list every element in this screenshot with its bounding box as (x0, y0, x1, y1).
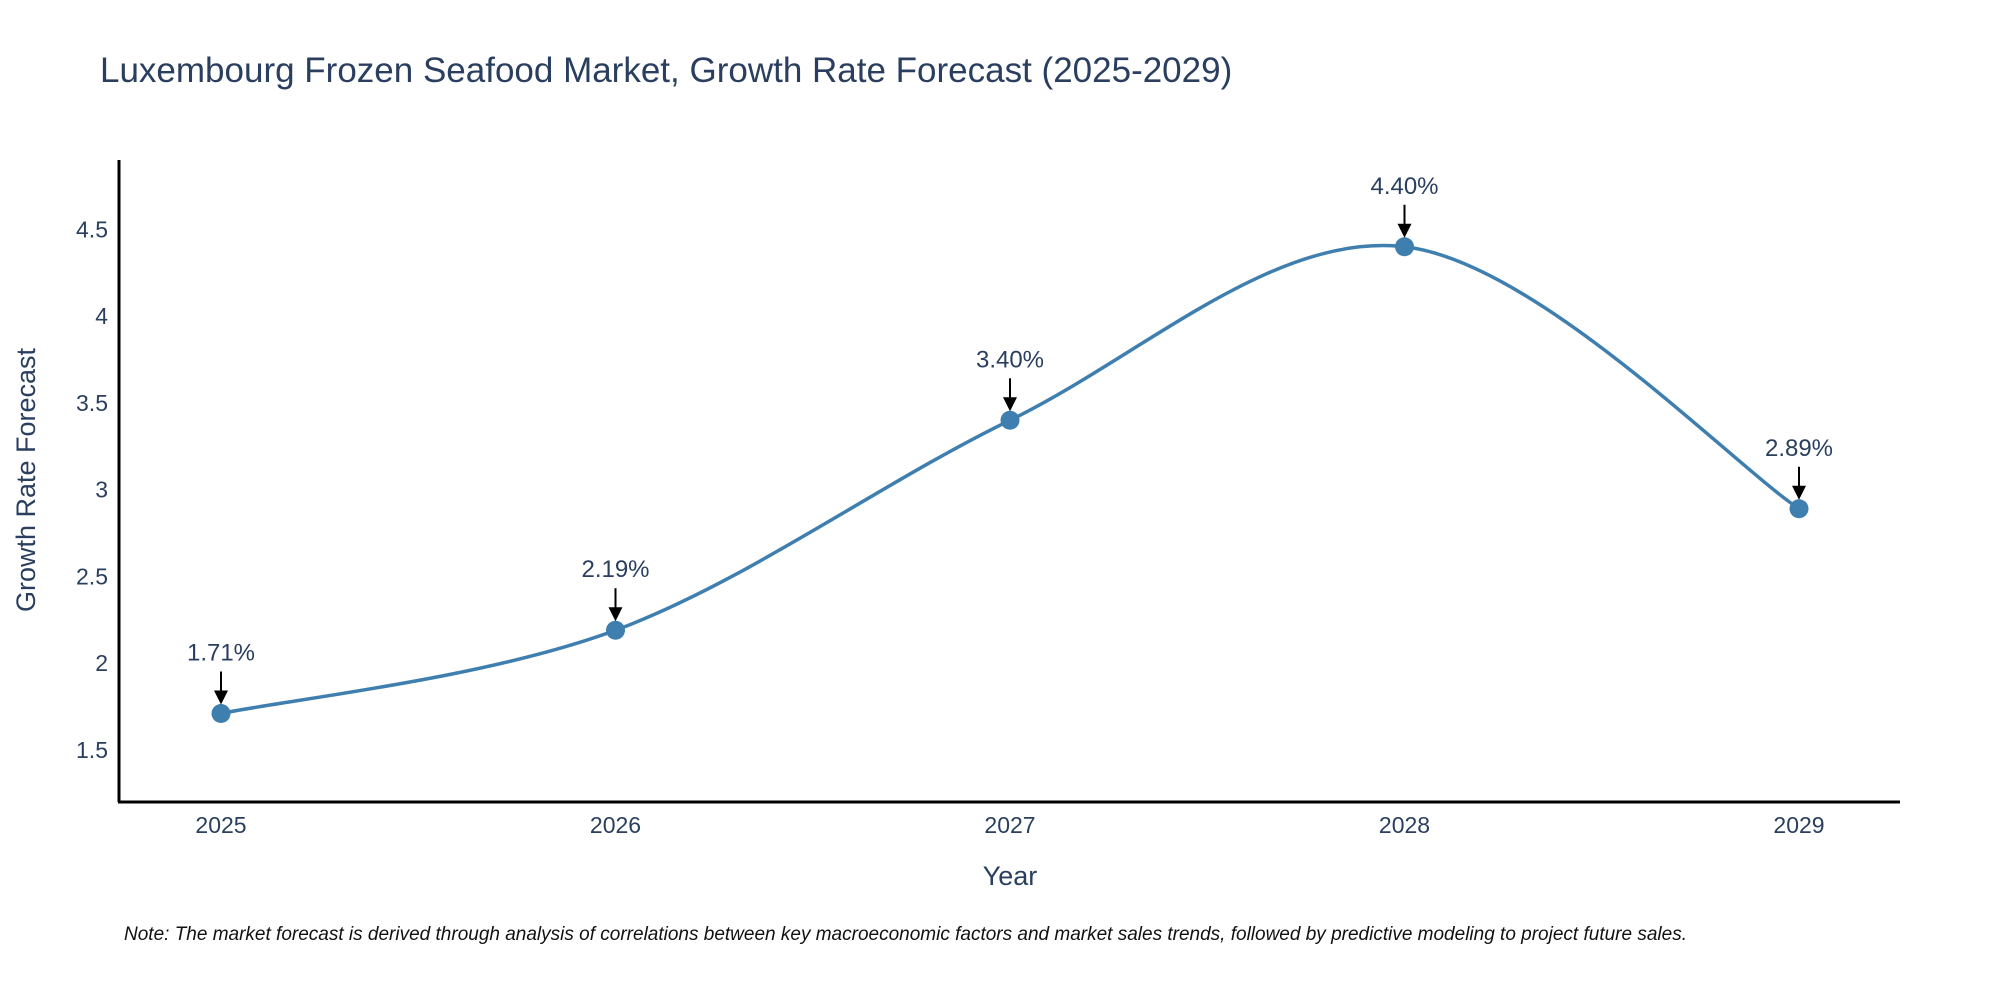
chart-note: Note: The market forecast is derived thr… (124, 924, 1687, 945)
data-label: 4.40% (1370, 173, 1438, 200)
data-label: 1.71% (187, 640, 255, 667)
y-tick-label: 3.5 (76, 390, 108, 416)
series-line (220, 243, 1800, 716)
chart-title: Luxembourg Frozen Seafood Market, Growth… (100, 51, 1232, 90)
annotation-arrowhead (608, 607, 623, 622)
data-markers (211, 237, 1809, 724)
y-tick-label: 4 (95, 303, 108, 329)
annotation-arrowhead (1792, 485, 1806, 500)
data-label: 2.19% (581, 556, 649, 583)
x-tick-label: 2026 (590, 812, 641, 838)
data-point (1000, 410, 1020, 430)
data-point (606, 620, 625, 640)
data-point (1395, 237, 1414, 257)
x-tick-labels: 2025 2026 2027 2028 2029 (195, 812, 1824, 838)
y-tick-label: 4.5 (76, 216, 108, 242)
annotation-arrowhead (1003, 397, 1017, 412)
y-tick-label: 2 (95, 650, 108, 676)
y-tick-label: 1.5 (76, 737, 108, 763)
y-tick-label: 3 (95, 477, 108, 503)
y-axis-title: Growth Rate Forecast (11, 347, 41, 612)
y-tick-label: 2.5 (76, 563, 108, 589)
annotation-arrowhead (1397, 223, 1412, 238)
data-point (211, 704, 231, 724)
x-tick-label: 2025 (195, 812, 246, 838)
data-point (1789, 499, 1809, 519)
annotation-arrowhead (214, 690, 228, 705)
x-axis-title: Year (983, 861, 1038, 891)
data-label: 3.40% (976, 346, 1044, 373)
data-annotations: 1.71% 2.19% 3.40% 4.40% 2.89% (187, 173, 1833, 705)
x-tick-label: 2028 (1379, 812, 1430, 838)
y-tick-labels: 1.5 2 2.5 3 3.5 4 4.5 (76, 216, 108, 763)
x-tick-label: 2027 (984, 812, 1035, 838)
x-tick-label: 2029 (1773, 812, 1824, 838)
data-label: 2.89% (1765, 435, 1833, 462)
